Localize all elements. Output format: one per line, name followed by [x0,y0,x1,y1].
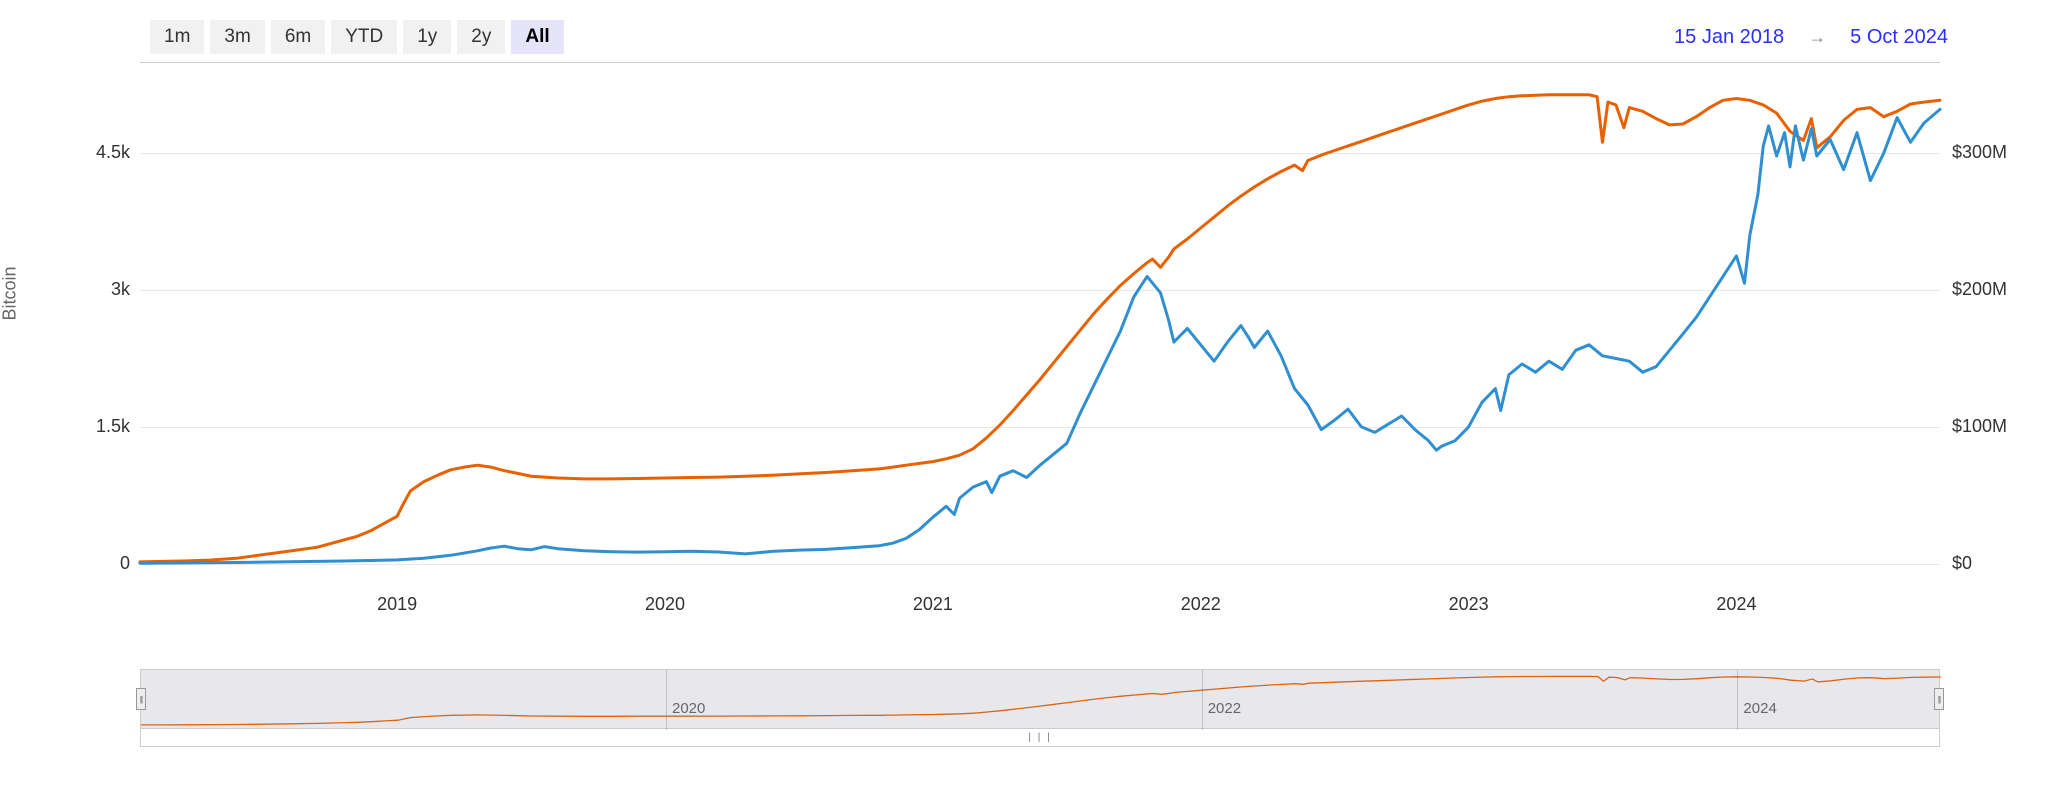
range-button-1m[interactable]: 1m [150,20,204,54]
range-button-3m[interactable]: 3m [210,20,264,54]
y-tick-left: 0 [80,553,130,574]
date-start[interactable]: 15 Jan 2018 [1674,26,1784,49]
y-tick-left: 1.5k [80,416,130,437]
x-tick: 2024 [1716,594,1756,615]
y-tick-right: $200M [1952,279,2007,300]
range-button-6m[interactable]: 6m [271,20,325,54]
y-tick-right: $300M [1952,142,2007,163]
series-btc [140,95,1940,562]
range-button-ytd[interactable]: YTD [331,20,397,54]
y-axis-left-label: Bitcoin [0,266,21,320]
navigator-handle-left[interactable]: || [136,688,146,710]
series-usd [140,109,1940,563]
x-tick: 2020 [645,594,685,615]
toolbar: 1m3m6mYTD1y2yAll 15 Jan 2018 → 5 Oct 202… [40,20,2008,62]
x-tick: 2021 [913,594,953,615]
plot-area[interactable]: 01.5k3k4.5k$0$100M$200M$300M201920202021… [140,62,1940,637]
navigator-scrollbar[interactable]: | | | [141,728,1939,746]
x-tick: 2023 [1449,594,1489,615]
y-tick-right: $0 [1952,553,1972,574]
x-tick: 2019 [377,594,417,615]
navigator-x-tick: 2022 [1208,700,1241,717]
date-range: 15 Jan 2018 → 5 Oct 2024 [1674,26,2008,49]
range-button-all[interactable]: All [511,20,563,54]
range-button-1y[interactable]: 1y [403,20,451,54]
navigator[interactable]: || || | | | 202020222024 [140,669,1940,747]
y-tick-right: $100M [1952,416,2007,437]
y-tick-left: 3k [80,279,130,300]
navigator-x-tick: 2024 [1743,700,1776,717]
navigator-handle-right[interactable]: || [1934,688,1944,710]
date-end[interactable]: 5 Oct 2024 [1850,26,1948,49]
y-tick-left: 4.5k [80,142,130,163]
chart-container: 1m3m6mYTD1y2yAll 15 Jan 2018 → 5 Oct 202… [0,0,2048,800]
navigator-x-tick: 2020 [672,700,705,717]
arrow-right-icon: → [1808,27,1826,48]
x-tick: 2022 [1181,594,1221,615]
series-svg [140,62,1940,582]
range-button-2y[interactable]: 2y [457,20,505,54]
range-selector: 1m3m6mYTD1y2yAll [150,20,564,54]
